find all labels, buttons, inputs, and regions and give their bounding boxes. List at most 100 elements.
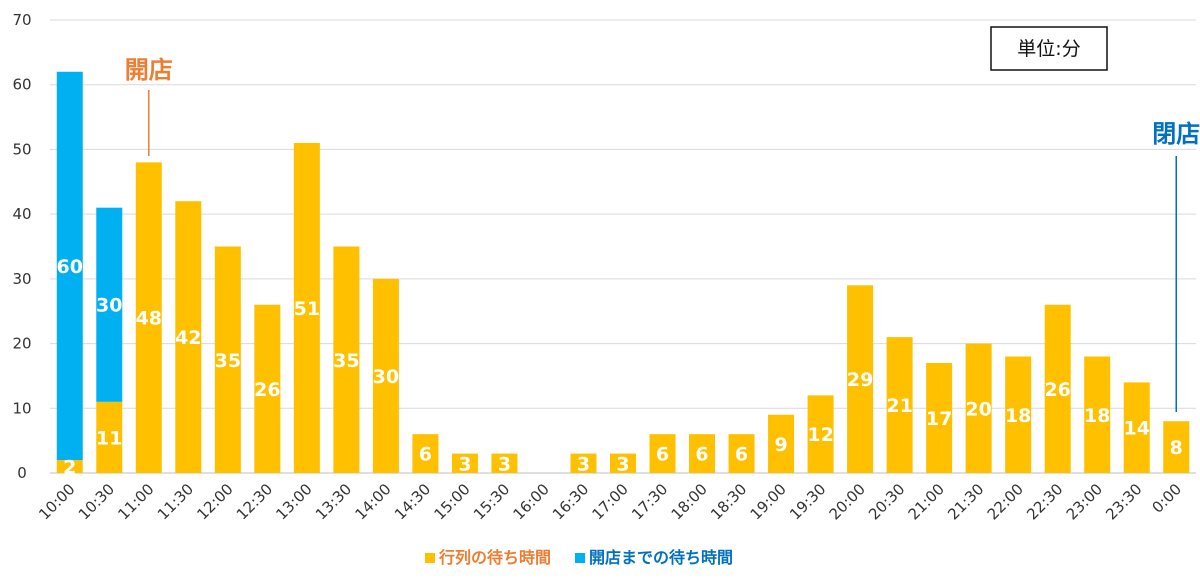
data-label: 11 (96, 427, 122, 449)
data-label: 20 (965, 398, 991, 420)
annotation-label: 閉店 (1152, 120, 1200, 148)
x-tick-label: 12:00 (193, 480, 236, 523)
bar (254, 304, 281, 473)
y-tick-label: 60 (12, 76, 31, 94)
bar (333, 246, 360, 473)
bar (175, 201, 202, 473)
bar (965, 343, 992, 473)
bar (610, 453, 636, 473)
data-label: 21 (886, 395, 912, 417)
data-label: 17 (926, 408, 952, 430)
data-label: 60 (57, 256, 83, 278)
unit-label: 単位:分 (1017, 38, 1080, 60)
x-tick-label: 13:30 (312, 480, 355, 523)
data-label: 18 (1005, 405, 1031, 427)
bar (1123, 382, 1150, 473)
bar (807, 395, 834, 473)
y-tick-label: 20 (12, 335, 31, 353)
unit-box: 単位:分 (990, 26, 1108, 71)
data-label: 30 (373, 366, 399, 388)
data-label: 9 (774, 434, 787, 456)
data-label: 3 (616, 453, 629, 475)
data-label: 3 (458, 453, 471, 475)
y-tick-label: 40 (12, 205, 31, 223)
y-tick-label: 70 (12, 11, 31, 29)
x-tick-label: 23:00 (1063, 480, 1106, 523)
data-label: 18 (1084, 405, 1110, 427)
x-tick-label: 22:00 (984, 480, 1027, 523)
x-tick-label: 14:00 (351, 480, 394, 523)
bar (689, 434, 716, 473)
x-tick-label: 11:00 (114, 480, 157, 523)
y-tick-label: 30 (12, 270, 31, 288)
bar (570, 453, 597, 473)
gridlines (50, 19, 1196, 474)
data-label: 26 (254, 379, 280, 401)
data-labels: 2 11 48 42 35 26 51 35 30 6 3 3 3 3 6 6 6 9 12 29 21 17 20 18 26… (57, 256, 1183, 479)
x-tick-label: 15:30 (470, 480, 513, 523)
bar (56, 460, 83, 473)
bar (293, 142, 320, 473)
data-label: 51 (294, 298, 320, 320)
x-tick-label: 0:00 (1149, 480, 1186, 517)
data-label: 3 (498, 453, 511, 475)
legend-label: 開店までの待ち時間 (589, 548, 733, 567)
data-label: 29 (847, 369, 873, 391)
unit-box-border (990, 26, 1108, 71)
data-label: 30 (96, 295, 122, 317)
bar (56, 71, 83, 461)
x-tick-label: 11:30 (154, 480, 197, 523)
x-tick-label: 15:00 (430, 480, 473, 523)
x-tick-label: 10:30 (75, 480, 118, 523)
data-label: 6 (735, 444, 748, 466)
bar (926, 362, 953, 473)
y-tick-label: 50 (12, 140, 31, 158)
data-label: 14 (1123, 418, 1149, 440)
data-label: 35 (215, 350, 241, 372)
data-label: 2 (63, 457, 76, 479)
legend-swatch (425, 553, 435, 563)
data-label: 48 (136, 308, 162, 330)
bar (135, 162, 162, 473)
bar (1005, 356, 1032, 473)
bars (56, 71, 1190, 473)
bar (451, 453, 478, 473)
data-label: 6 (656, 444, 669, 466)
x-tick-label: 20:30 (865, 480, 908, 523)
x-tick-label: 20:00 (826, 480, 869, 523)
x-tick-label: 22:30 (1023, 480, 1066, 523)
data-label: 8 (1170, 437, 1183, 459)
x-tick-label: 18:00 (668, 480, 711, 523)
bar (728, 434, 755, 473)
data-label: 42 (175, 327, 201, 349)
bar (649, 434, 676, 473)
bar (214, 246, 241, 473)
x-tick-label: 17:00 (589, 480, 632, 523)
x-tick-label: 14:30 (391, 480, 434, 523)
legend-swatch (575, 553, 586, 563)
x-tick-label: 13:00 (272, 480, 315, 523)
bar (412, 434, 439, 473)
bar (1084, 356, 1111, 473)
data-label: 3 (577, 453, 590, 475)
data-label: 26 (1044, 379, 1070, 401)
x-tick-label: 16:30 (549, 480, 592, 523)
bar (768, 414, 795, 473)
data-label: 6 (695, 444, 708, 466)
x-tick-label: 23:30 (1102, 480, 1145, 523)
bar (886, 337, 913, 473)
data-label: 6 (419, 444, 432, 466)
data-label: 12 (807, 424, 833, 446)
x-tick-label: 19:00 (747, 480, 790, 523)
legend: 行列の待ち時間 開店までの待ち時間 (425, 548, 733, 567)
x-tick-label: 18:30 (707, 480, 750, 523)
bar (96, 207, 123, 402)
x-tick-label: 16:00 (509, 480, 552, 523)
y-axis-ticks: 0 10 20 30 40 50 60 70 (12, 11, 31, 482)
x-tick-label: 10:00 (35, 480, 78, 523)
y-tick-label: 10 (12, 399, 31, 417)
bar (96, 401, 123, 473)
